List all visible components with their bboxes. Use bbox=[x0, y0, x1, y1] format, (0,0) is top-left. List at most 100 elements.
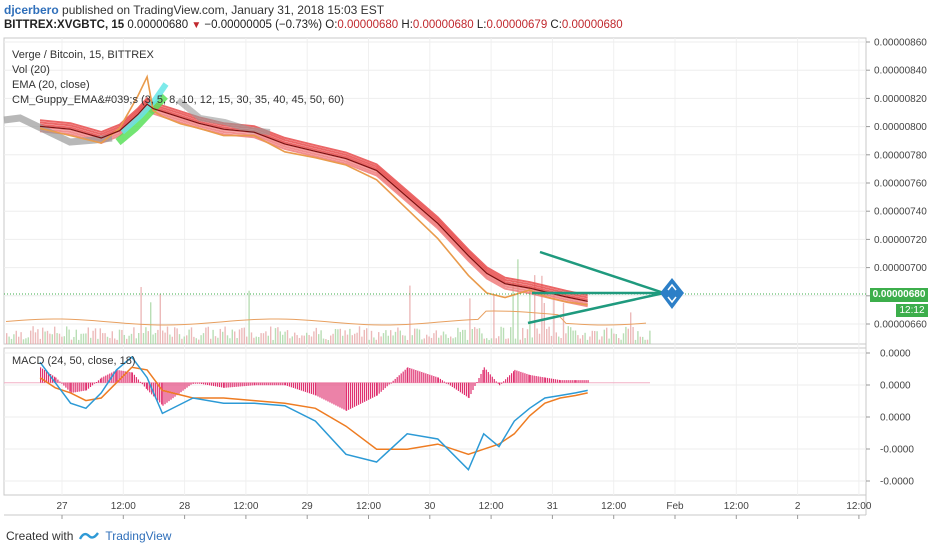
volume-bar bbox=[111, 331, 113, 344]
volume-bar bbox=[214, 336, 217, 344]
volume-bar bbox=[423, 338, 425, 344]
volume-bar bbox=[123, 334, 125, 344]
volume-bar bbox=[27, 337, 29, 344]
volume-bar bbox=[601, 336, 603, 344]
macd-histogram-bar bbox=[99, 378, 102, 383]
volume-bar bbox=[102, 333, 104, 344]
macd-histogram-bar bbox=[223, 382, 225, 388]
macd-histogram-bar bbox=[407, 367, 409, 383]
macd-histogram-bar bbox=[343, 382, 345, 410]
macd-histogram-bar bbox=[396, 377, 398, 383]
volume-bar bbox=[519, 339, 521, 344]
macd-histogram-bar bbox=[354, 382, 356, 407]
guppy-fast-cyan bbox=[120, 82, 169, 135]
volume-bar bbox=[15, 330, 17, 344]
volume-bar bbox=[598, 339, 601, 344]
macd-histogram-bar bbox=[548, 378, 551, 383]
macd-histogram-bar bbox=[321, 382, 323, 399]
macd-histogram-bar bbox=[535, 376, 537, 383]
macd-histogram-bar bbox=[105, 375, 107, 383]
volume-bar bbox=[584, 332, 586, 344]
volume-bar bbox=[133, 327, 135, 344]
macd-histogram-bar bbox=[577, 380, 579, 383]
macd-histogram-bar bbox=[116, 369, 118, 383]
triangle-lower-trendline bbox=[527, 291, 665, 325]
volume-bar bbox=[296, 335, 298, 344]
volume-bar bbox=[466, 339, 469, 344]
volume-bar bbox=[498, 336, 500, 344]
volume-bar bbox=[270, 326, 272, 344]
volume-bar bbox=[298, 337, 301, 344]
macd-histogram-bar bbox=[292, 382, 294, 388]
macd-histogram-bar bbox=[323, 382, 325, 400]
volume-bar bbox=[418, 329, 421, 344]
macd-histogram-bar bbox=[57, 379, 59, 383]
macd-histogram-bar bbox=[327, 382, 329, 402]
volume-bar bbox=[241, 327, 243, 344]
tradingview-link[interactable]: TradingView bbox=[105, 529, 172, 543]
macd-histogram-bar bbox=[331, 382, 333, 404]
last-price: 0.00000680 bbox=[127, 19, 189, 31]
volume-bar bbox=[505, 338, 507, 344]
volume-bar bbox=[397, 327, 399, 344]
volume-bar bbox=[306, 332, 308, 344]
macd-histogram-bar bbox=[505, 379, 507, 383]
volume-bar bbox=[500, 326, 502, 344]
volume-bar bbox=[546, 328, 548, 344]
macd-histogram-bar bbox=[172, 382, 174, 399]
macd-histogram-bar bbox=[483, 367, 485, 383]
volume-bar bbox=[514, 338, 517, 344]
macd-histogram-bar bbox=[306, 382, 308, 393]
volume-bar bbox=[644, 339, 646, 344]
volume-bar bbox=[488, 339, 490, 344]
volume-bar bbox=[409, 285, 411, 344]
macd-histogram-bar bbox=[211, 382, 213, 386]
time-tick-label: 30 bbox=[424, 501, 436, 512]
macd-histogram-bar bbox=[161, 382, 163, 405]
volume-bar bbox=[255, 336, 257, 344]
volume-bar bbox=[162, 330, 164, 344]
macd-histogram-bar bbox=[398, 375, 400, 383]
macd-histogram-bar bbox=[135, 377, 137, 383]
macd-histogram-bar bbox=[128, 371, 130, 383]
volume-bar bbox=[39, 338, 41, 344]
volume-bar bbox=[354, 333, 356, 344]
macd-histogram-bar bbox=[470, 382, 472, 395]
volume-bar bbox=[555, 332, 557, 344]
macd-histogram-bar bbox=[190, 382, 192, 385]
volume-bar bbox=[147, 331, 149, 344]
macd-histogram-bar bbox=[84, 382, 86, 391]
macd-histogram-bar bbox=[137, 379, 139, 383]
macd-histogram-bar bbox=[70, 382, 72, 393]
macd-histogram-bar bbox=[67, 382, 69, 390]
macd-histogram-bar bbox=[166, 382, 168, 403]
macd-histogram-bar bbox=[231, 382, 233, 388]
macd-histogram-bar bbox=[474, 382, 476, 387]
volume-bar bbox=[190, 327, 193, 344]
volume-bar bbox=[308, 334, 310, 344]
volume-bar bbox=[236, 338, 238, 344]
volume-bar bbox=[186, 335, 188, 344]
volume-bar bbox=[198, 339, 200, 344]
volume-bar bbox=[325, 339, 327, 344]
volume-bar bbox=[178, 334, 181, 344]
author-link[interactable]: djcerbero bbox=[4, 3, 59, 17]
volume-bar bbox=[32, 326, 34, 344]
volume-bar bbox=[330, 335, 332, 344]
macd-histogram-bar bbox=[195, 382, 197, 384]
macd-histogram-bar bbox=[312, 382, 314, 395]
macd-histogram-bar bbox=[439, 378, 441, 383]
volume-bar bbox=[46, 330, 49, 344]
macd-histogram-bar bbox=[489, 374, 491, 383]
time-tick-label: 12:00 bbox=[356, 501, 381, 512]
macd-histogram-bar bbox=[227, 382, 229, 388]
macd-histogram-bar bbox=[260, 382, 262, 386]
volume-bar bbox=[450, 336, 452, 344]
volume-bar bbox=[596, 331, 598, 344]
macd-histogram-bar bbox=[447, 382, 449, 385]
macd-histogram-bar bbox=[201, 382, 203, 385]
volume-bar bbox=[632, 327, 634, 344]
time-tick-label: 12:00 bbox=[601, 501, 626, 512]
macd-histogram-bar bbox=[451, 382, 453, 387]
